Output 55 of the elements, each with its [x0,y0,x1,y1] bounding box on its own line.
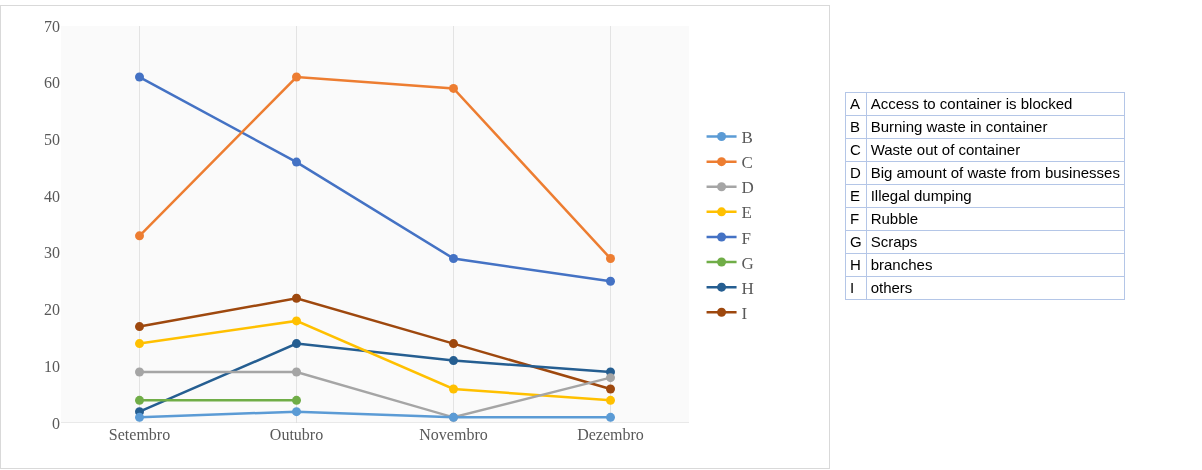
legend-label: E [741,203,752,223]
legend-label: H [741,278,754,298]
point [135,412,144,422]
legend-label: I [741,303,748,323]
legend-label: B [741,128,753,148]
point [449,356,458,366]
text: G Scraps [849,232,919,252]
point [292,395,301,405]
y-tick-label: 60 [44,74,60,92]
point [135,395,144,405]
point [606,254,615,264]
text: H branches [849,255,934,275]
x-tick-label: Dezembro [577,426,644,443]
text: A Access to container is blocked [849,94,1074,114]
y-tick-label: 0 [52,414,60,432]
point [449,83,458,93]
point [606,412,615,422]
x-tick-label: Novembro [419,426,488,443]
text: D Big amount of waste from businesses [849,163,1121,183]
point [292,407,301,417]
point [292,157,301,167]
point [292,72,301,82]
point [449,339,458,349]
y-tick-label: 10 [44,357,60,375]
point [292,316,301,326]
point [606,373,615,383]
text: B Burning waste in container [849,117,1049,137]
point [449,384,458,394]
point [292,367,301,377]
point [135,231,144,241]
point [606,395,615,405]
text: E Illegal dumping [849,186,973,206]
y-tick-label: 20 [44,301,60,319]
point [135,367,144,377]
point [606,384,615,394]
text: F Rubble [849,209,920,229]
text: I others [849,278,914,298]
legend-label: F [741,228,752,248]
point [292,293,301,303]
point [292,339,301,349]
legend-label: C [741,153,753,173]
y-tick-label: 40 [44,187,60,205]
y-tick-label: 50 [44,131,60,149]
point [449,254,458,264]
legend-label: D [741,178,754,198]
y-tick-label: 30 [44,244,60,262]
x-tick-label: Setembro [108,426,171,443]
x-tick-label: Outubro [269,426,324,443]
text: C Waste out of container [849,140,1022,160]
point [135,339,144,349]
point [606,276,615,286]
point [135,72,144,82]
y-tick-label: 70 [44,17,60,35]
point [135,322,144,332]
legend-label: G [741,253,754,273]
